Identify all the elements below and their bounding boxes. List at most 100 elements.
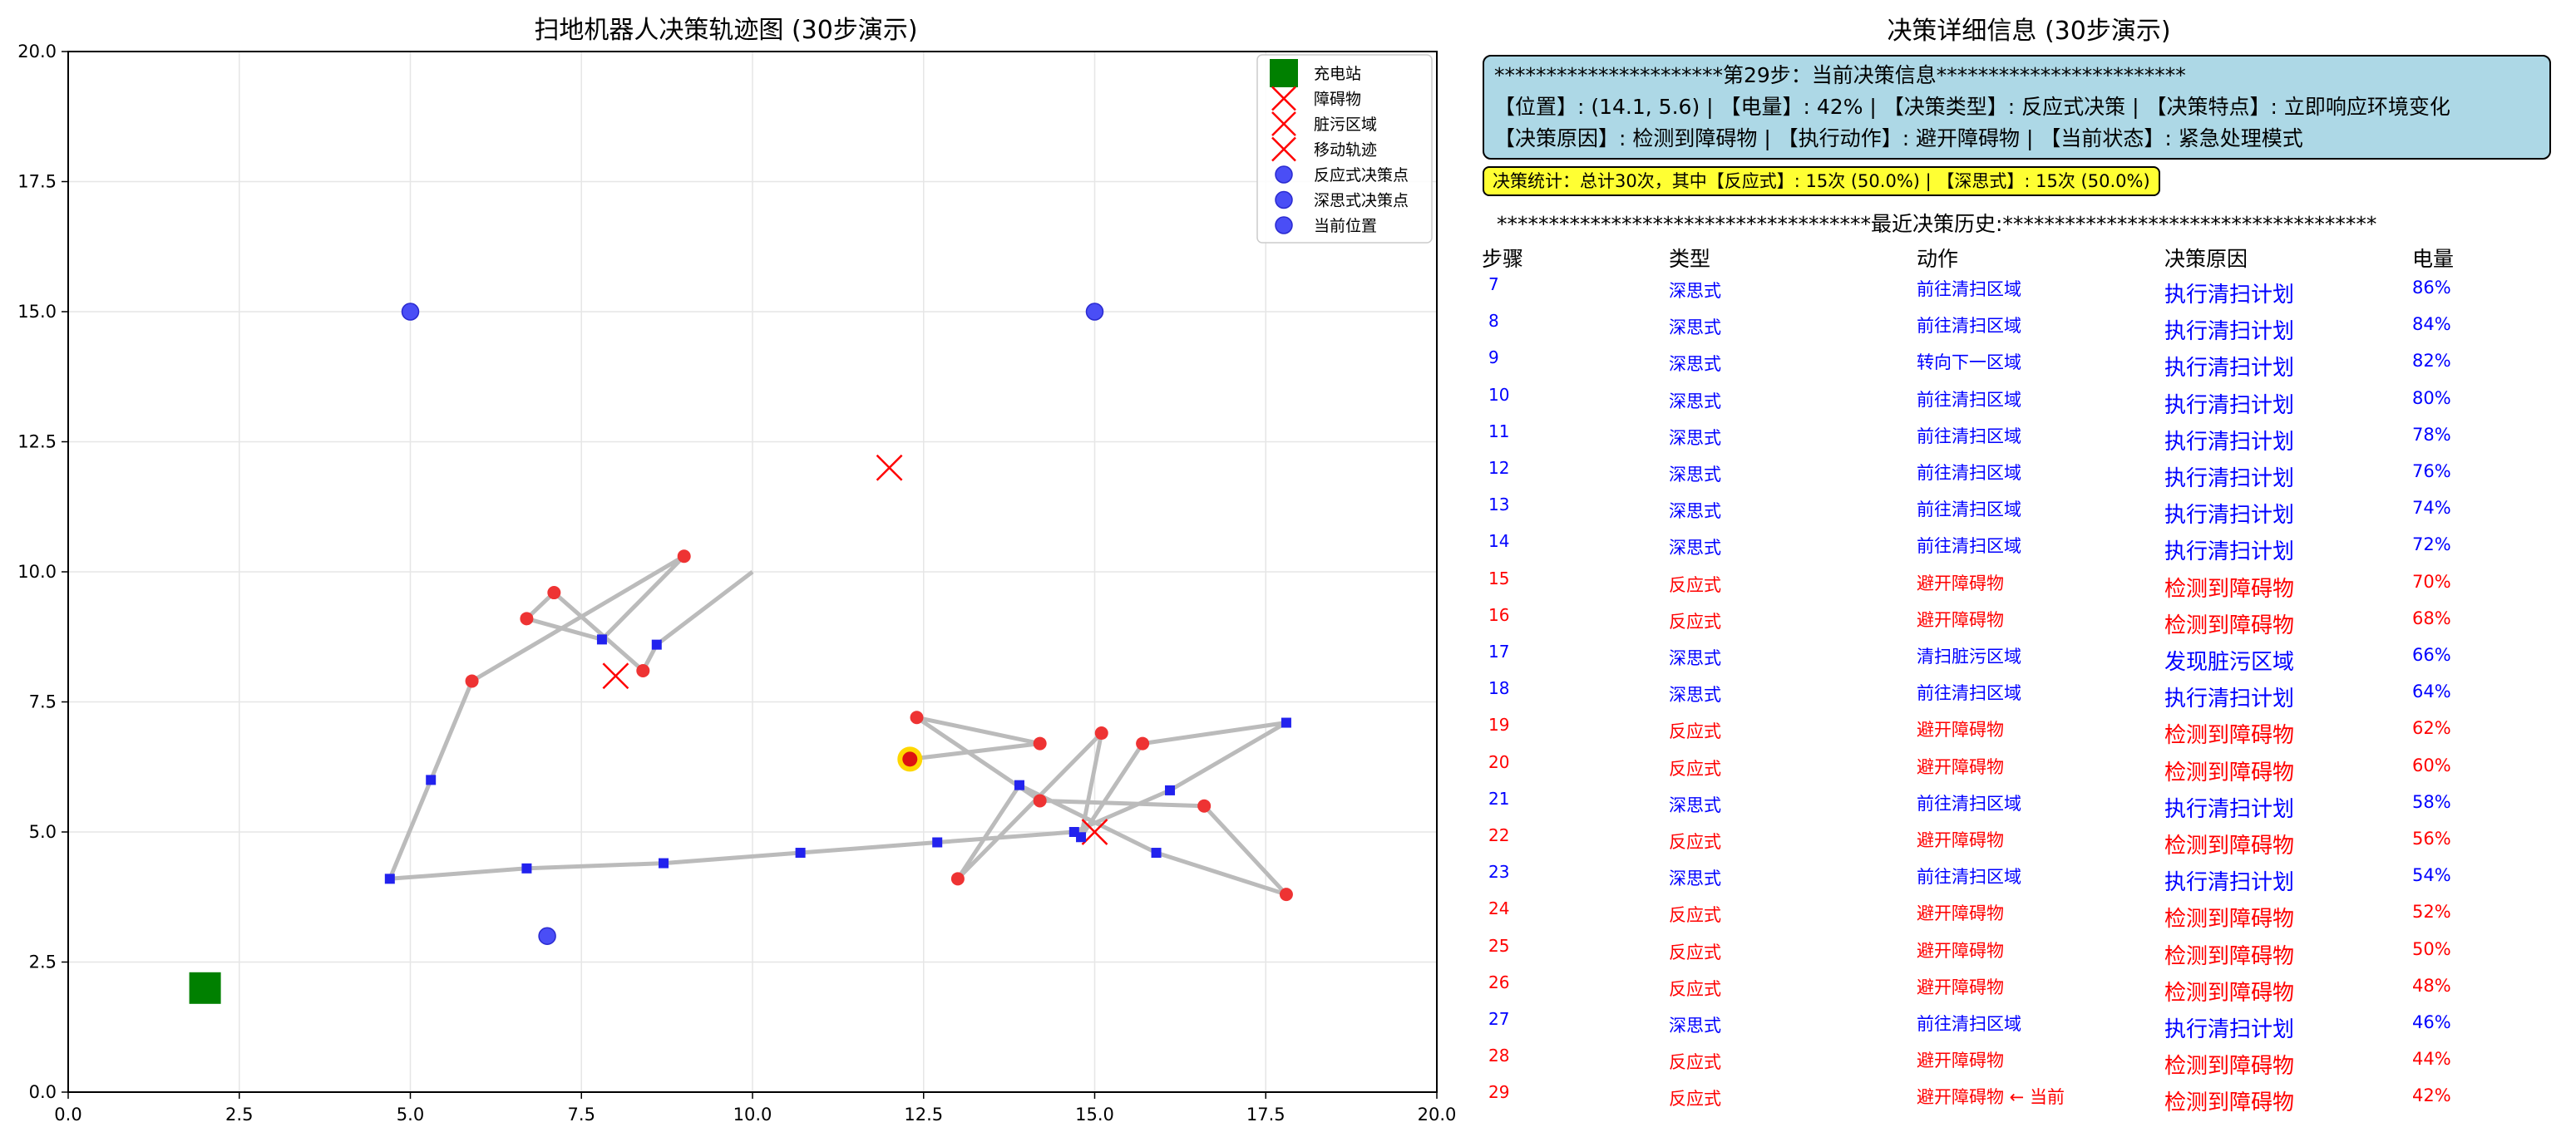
cell-battery: 68% <box>2412 608 2451 628</box>
deliberative-point <box>932 837 943 848</box>
cell-type: 深思式 <box>1669 869 1721 889</box>
axis-ticks: 0.0 2.5 5.0 7.5 10.0 12.5 15.0 17.5 20.0 0.0 2.5 5.… <box>17 42 1456 1125</box>
legend-label: 障碍物 <box>1314 91 1361 109</box>
cell-battery: 54% <box>2412 865 2451 886</box>
cell-battery: 60% <box>2412 755 2451 775</box>
tick-label-x: 7.5 <box>568 1105 595 1125</box>
cell-battery: 78% <box>2412 424 2451 445</box>
table-row: 21 深思式 前往清扫区域 执行清扫计划 58% <box>0 787 2576 824</box>
cell-reason: 执行清扫计划 <box>2164 429 2295 455</box>
cell-action: 前往清扫区域 <box>1917 389 2021 410</box>
cell-reason: 执行清扫计划 <box>2164 796 2295 822</box>
current-position-marker <box>902 751 918 767</box>
cell-type: 反应式 <box>1669 832 1721 852</box>
legend-label: 反应式决策点 <box>1314 166 1409 185</box>
cell-step: 14 <box>1488 531 1510 552</box>
cell-action: 避开障碍物 ← 当前 <box>1917 1087 2065 1108</box>
table-row: 7 深思式 前往清扫区域 执行清扫计划 86% <box>0 273 2576 309</box>
tick-label-y: 17.5 <box>17 172 57 192</box>
reactive-point <box>1094 726 1108 741</box>
deliberative-point <box>426 775 437 785</box>
cell-step: 18 <box>1488 678 1510 699</box>
legend-icon-dot <box>1275 165 1293 184</box>
tick-label-y: 2.5 <box>29 952 57 972</box>
cell-action: 前往清扫区域 <box>1917 683 2021 704</box>
cell-type: 反应式 <box>1669 942 1721 962</box>
cell-action: 避开障碍物 <box>1917 830 2004 850</box>
cell-battery: 86% <box>2412 278 2451 298</box>
cell-step: 25 <box>1488 935 1510 956</box>
cell-reason: 执行清扫计划 <box>2164 687 2295 712</box>
tick-label-x: 12.5 <box>904 1105 943 1125</box>
deliberative-point <box>521 863 532 874</box>
markers <box>189 303 1293 1004</box>
cell-action: 避开障碍物 <box>1917 756 2004 777</box>
tick-label-y: 10.0 <box>17 562 57 582</box>
table-row: 27 深思式 前往清扫区域 执行清扫计划 46% <box>0 1007 2576 1044</box>
cell-type: 深思式 <box>1669 465 1721 485</box>
cell-step: 15 <box>1488 568 1510 588</box>
cell-action: 前往清扫区域 <box>1917 426 2021 446</box>
dirty-area-point <box>538 927 556 945</box>
cell-reason: 检测到障碍物 <box>2164 1054 2295 1080</box>
cell-action: 前往清扫区域 <box>1917 867 2021 888</box>
table-row: 13 深思式 前往清扫区域 执行清扫计划 74% <box>0 493 2576 529</box>
cell-battery: 76% <box>2412 461 2451 481</box>
cell-step: 13 <box>1488 495 1510 515</box>
cell-reason: 发现脏污区域 <box>2164 650 2295 675</box>
table-row: 29 反应式 避开障碍物 ← 当前 检测到障碍物 42% <box>0 1080 2576 1117</box>
header-battery: 电量 <box>2412 247 2455 271</box>
cell-reason: 执行清扫计划 <box>2164 539 2295 565</box>
legend-icon-dot <box>1275 216 1293 234</box>
current-decision-header: **********************第29步：当前决策信息*******… <box>1494 63 2186 87</box>
cell-type: 深思式 <box>1669 648 1721 668</box>
reactive-point <box>1033 794 1047 808</box>
charging-station-marker <box>189 972 221 1004</box>
tick-label-y: 15.0 <box>17 302 57 322</box>
legend-icon-charging <box>1270 59 1298 87</box>
cell-type: 反应式 <box>1669 721 1721 742</box>
tick-label-y: 7.5 <box>29 692 57 712</box>
deliberative-point <box>659 858 669 869</box>
cell-step: 23 <box>1488 862 1510 883</box>
reactive-point <box>1136 736 1150 751</box>
table-row: 18 深思式 前往清扫区域 执行清扫计划 64% <box>0 677 2576 713</box>
cell-step: 29 <box>1488 1082 1510 1103</box>
cell-reason: 检测到障碍物 <box>2164 1090 2295 1116</box>
cell-battery: 44% <box>2412 1049 2451 1070</box>
tick-label-y: 0.0 <box>29 1082 57 1102</box>
current-decision-box: **********************第29步：当前决策信息*******… <box>1483 55 2551 160</box>
reactive-point <box>950 872 965 886</box>
tick-label-x: 0.0 <box>54 1105 81 1125</box>
tick-label-y: 20.0 <box>17 42 57 62</box>
legend-icon-dot <box>1275 190 1293 209</box>
reactive-point <box>1033 736 1047 751</box>
legend-icon-x <box>1271 86 1296 111</box>
tick-label-y: 12.5 <box>17 432 57 452</box>
trajectory-chart: 扫地机器人决策轨迹图 (30步演示) 0.0 2.5 5.0 7.5 10.0 12.5 1… <box>17 16 1456 1125</box>
cell-battery: 66% <box>2412 645 2451 665</box>
deliberative-point <box>1076 832 1087 843</box>
cell-step: 9 <box>1488 347 1499 368</box>
cell-battery: 84% <box>2412 314 2451 335</box>
cell-battery: 72% <box>2412 534 2451 555</box>
table-row: 9 深思式 转向下一区域 执行清扫计划 82% <box>0 346 2576 382</box>
tick-label-x: 20.0 <box>1418 1105 1457 1125</box>
deliberative-point <box>1165 785 1176 795</box>
cell-type: 深思式 <box>1669 427 1721 448</box>
cell-action: 前往清扫区域 <box>1917 316 2021 337</box>
cell-action: 前往清扫区域 <box>1917 500 2021 520</box>
cell-type: 深思式 <box>1669 391 1721 411</box>
reactive-point <box>465 674 479 688</box>
reactive-point <box>636 663 650 677</box>
legend-label: 脏污区域 <box>1314 116 1377 134</box>
table-row: 12 深思式 前往清扫区域 执行清扫计划 76% <box>0 456 2576 493</box>
cell-type: 深思式 <box>1669 317 1721 338</box>
cell-battery: 62% <box>2412 718 2451 739</box>
cell-step: 12 <box>1488 458 1510 478</box>
dirty-area-point <box>401 303 420 321</box>
table-row: 20 反应式 避开障碍物 检测到障碍物 60% <box>0 751 2576 787</box>
cell-reason: 检测到障碍物 <box>2164 576 2295 602</box>
cell-action: 避开障碍物 <box>1917 903 2004 924</box>
